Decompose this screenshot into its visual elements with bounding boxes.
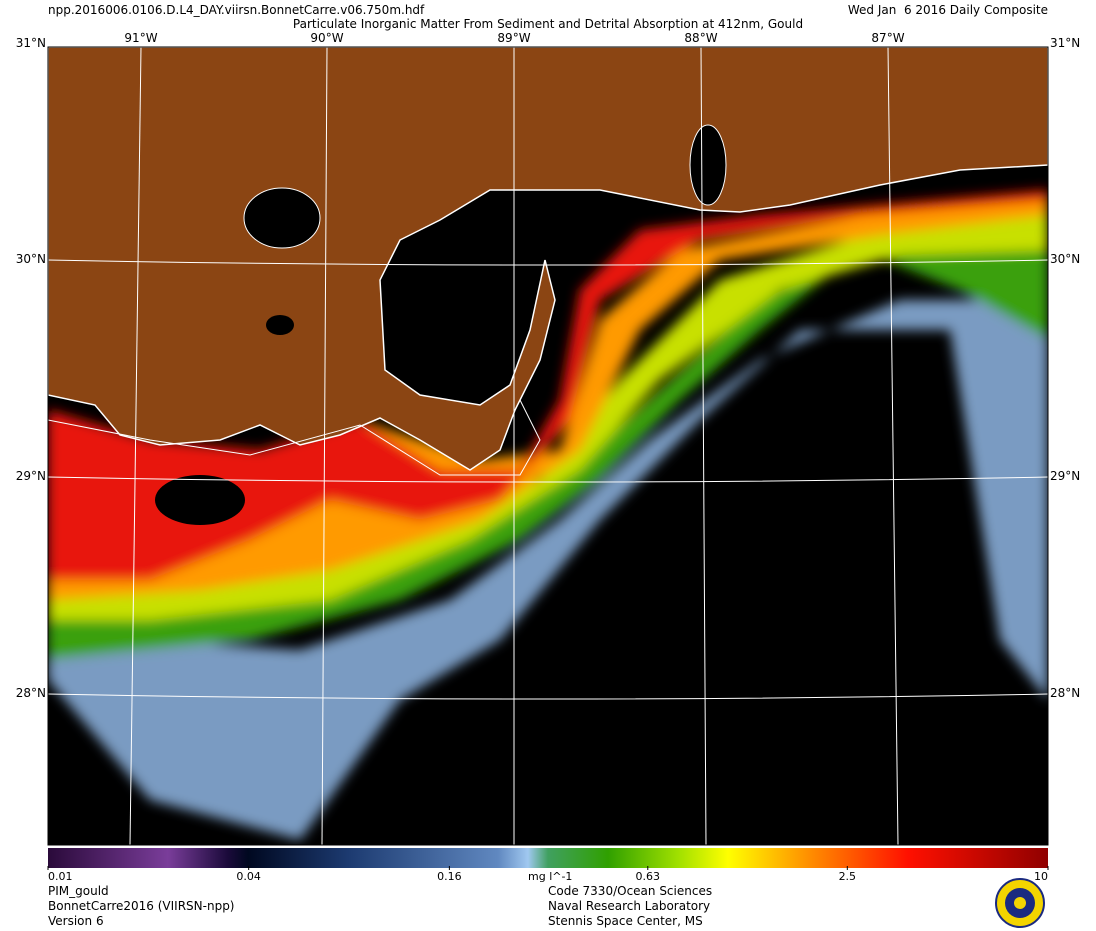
colorbar-tick-label: 0.01 bbox=[48, 870, 73, 883]
colorbar-tick-label: 0.04 bbox=[236, 870, 261, 883]
latitude-label: 31°N bbox=[1050, 36, 1080, 50]
plume bbox=[48, 190, 1048, 840]
longitude-label: 88°W bbox=[684, 31, 717, 45]
colorbar-tick-label: 0.63 bbox=[636, 870, 661, 883]
lake bbox=[243, 187, 321, 249]
latitude-label: 30°N bbox=[16, 252, 46, 266]
logo bbox=[995, 878, 1045, 928]
footer-text: BonnetCarre2016 (VIIRSN-npp) bbox=[48, 899, 235, 913]
land bbox=[48, 47, 1048, 471]
date: Wed Jan 6 2016 Daily Composite bbox=[848, 3, 1048, 17]
latitude-label: 28°N bbox=[1050, 686, 1080, 700]
meridian bbox=[887, 47, 899, 845]
map-frame bbox=[47, 46, 1049, 846]
footer-text: PIM_gould bbox=[48, 884, 109, 898]
dark-water bbox=[155, 475, 245, 525]
lake bbox=[266, 315, 294, 335]
footer-text: Code 7330/Ocean Sciences bbox=[548, 884, 712, 898]
meridian bbox=[321, 47, 328, 845]
map bbox=[48, 47, 1048, 845]
colorbar-unit: mg l^-1 bbox=[528, 870, 572, 883]
meridian bbox=[129, 47, 142, 845]
footer-text: Version 6 bbox=[48, 914, 104, 928]
colorbar-tick-label: 2.5 bbox=[839, 870, 857, 883]
colorbar-ticks: 0.01 0.04 0.16 0.63 2.5 10 bbox=[47, 866, 1049, 883]
longitude-label: 90°W bbox=[310, 31, 343, 45]
latitude-label: 28°N bbox=[16, 686, 46, 700]
longitude-label: 87°W bbox=[871, 31, 904, 45]
colorbar bbox=[48, 848, 1048, 868]
file-name: npp.2016006.0106.D.L4_DAY.viirsn.BonnetC… bbox=[48, 3, 425, 17]
colorbar-tick-label: 10 bbox=[1034, 870, 1048, 883]
latitude-label: 30°N bbox=[1050, 252, 1080, 266]
colorbar-tick-label: 0.16 bbox=[437, 870, 462, 883]
latitude-label: 29°N bbox=[1050, 469, 1080, 483]
geo-labels: 91°W 90°W 89°W 88°W 87°W 31°N 31°N 30°N 30°N 29°N… bbox=[16, 31, 1081, 700]
meridian bbox=[700, 47, 707, 845]
coastline bbox=[48, 399, 541, 476]
footer-text: Stennis Space Center, MS bbox=[548, 914, 703, 928]
footer-text: Naval Research Laboratory bbox=[548, 899, 710, 913]
latitude-label: 31°N bbox=[16, 36, 46, 50]
longitude-label: 89°W bbox=[497, 31, 530, 45]
parallel bbox=[48, 476, 1048, 483]
graticule bbox=[48, 47, 1048, 845]
latitude-label: 29°N bbox=[16, 469, 46, 483]
title: Particulate Inorganic Matter From Sedime… bbox=[293, 17, 803, 31]
longitude-label: 91°W bbox=[124, 31, 157, 45]
parallel bbox=[48, 693, 1048, 700]
bay bbox=[689, 124, 727, 206]
parallel bbox=[48, 259, 1048, 266]
